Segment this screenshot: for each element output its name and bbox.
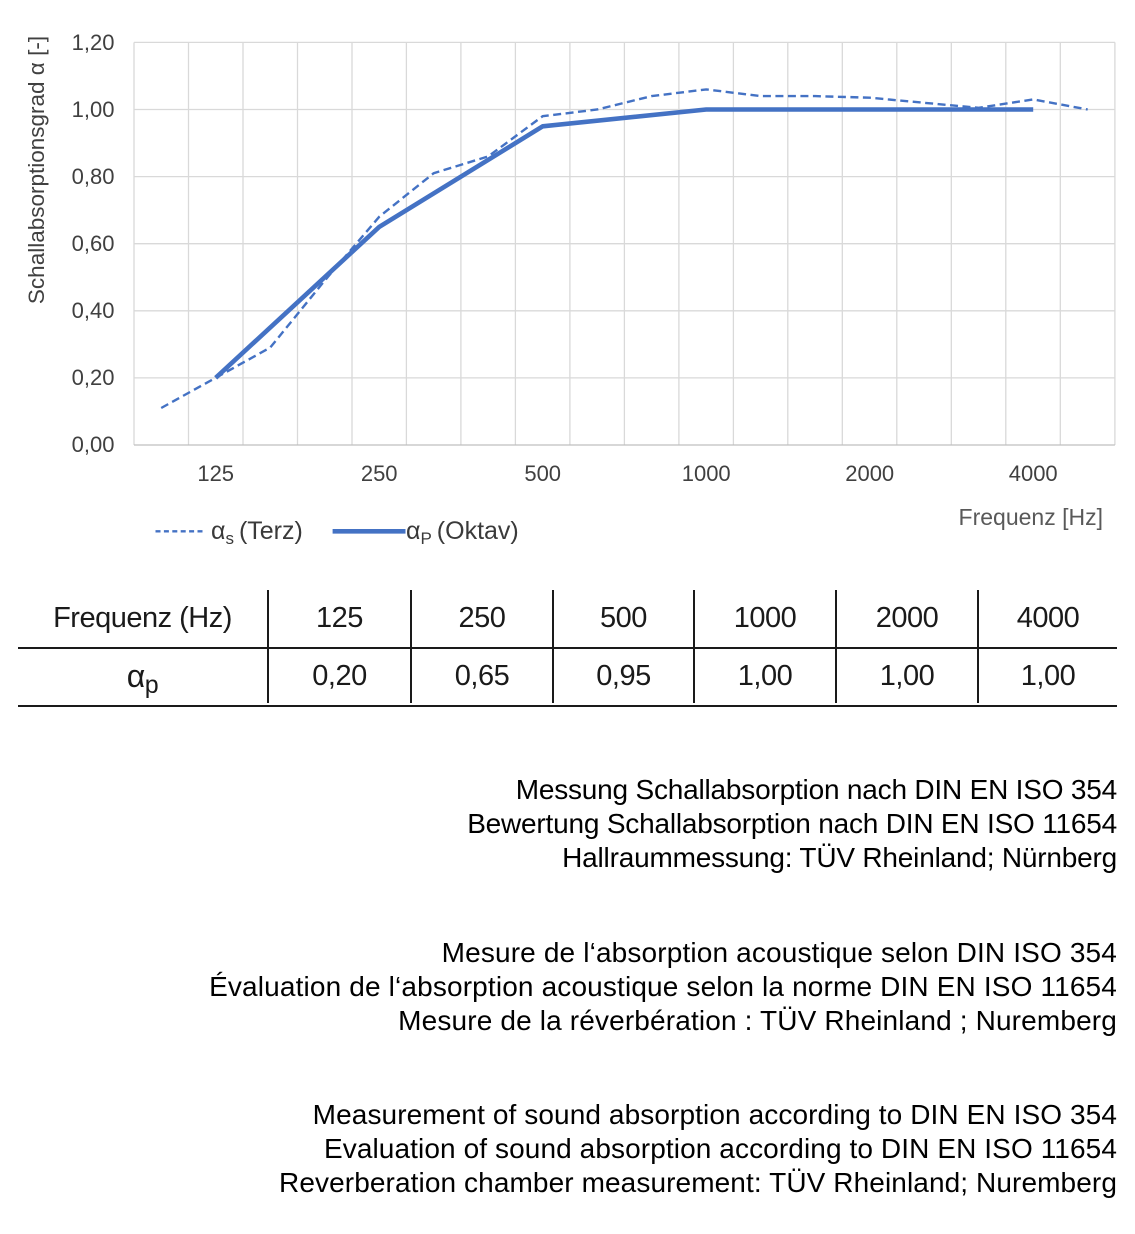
- svg-text:Schallabsorptionsgrad α [-]: Schallabsorptionsgrad α [-]: [24, 36, 49, 304]
- svg-text:2000: 2000: [845, 461, 894, 486]
- svg-text:0,60: 0,60: [72, 231, 115, 256]
- svg-text:1000: 1000: [682, 461, 731, 486]
- svg-text:1,00: 1,00: [72, 97, 115, 122]
- svg-text:1,20: 1,20: [72, 30, 115, 55]
- svg-text:0,20: 0,20: [72, 365, 115, 390]
- svg-text:αs (Terz): αs (Terz): [211, 517, 303, 548]
- svg-text:4000: 4000: [1009, 461, 1058, 486]
- svg-text:250: 250: [361, 461, 398, 486]
- svg-text:0,00: 0,00: [72, 432, 115, 457]
- svg-text:0,80: 0,80: [72, 164, 115, 189]
- svg-text:125: 125: [197, 461, 234, 486]
- svg-text:αP (Oktav): αP (Oktav): [406, 517, 519, 548]
- svg-text:0,40: 0,40: [72, 298, 115, 323]
- svg-text:500: 500: [524, 461, 561, 486]
- svg-text:Frequenz [Hz]: Frequenz [Hz]: [959, 504, 1103, 530]
